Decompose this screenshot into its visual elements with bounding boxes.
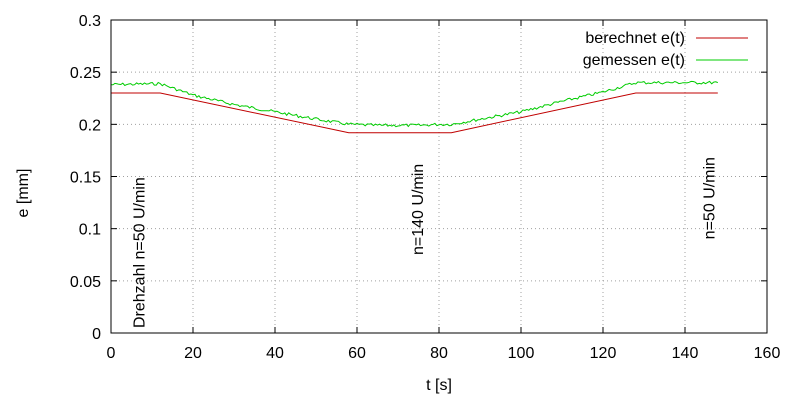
x-tick-label: 160 bbox=[754, 345, 781, 362]
x-tick-label: 20 bbox=[184, 345, 202, 362]
x-tick-label: 100 bbox=[508, 345, 535, 362]
x-tick-label: 80 bbox=[430, 345, 448, 362]
series-layer bbox=[110, 80, 718, 134]
legend-label: gemessen e(t) bbox=[583, 52, 685, 69]
x-axis-title: t [s] bbox=[426, 377, 452, 394]
y-tick-label: 0 bbox=[92, 326, 101, 343]
annotation-layer: Drehzahl n=50 U/min n=140 U/min n=50 U/min bbox=[131, 157, 718, 328]
legend: berechnet e(t) gemessen e(t) bbox=[583, 30, 748, 69]
y-tick-label: 0.3 bbox=[79, 13, 101, 30]
speed-annotation: n=50 U/min bbox=[701, 157, 718, 239]
y-axis-title: e [mm] bbox=[15, 169, 32, 218]
speed-annotation: n=140 U/min bbox=[410, 164, 427, 255]
y-tick-label: 0.1 bbox=[79, 222, 101, 239]
speed-annotation: Drehzahl n=50 U/min bbox=[131, 177, 148, 328]
y-tick-label: 0.15 bbox=[70, 170, 101, 187]
x-tick-label: 140 bbox=[672, 345, 699, 362]
x-tick-label: 60 bbox=[348, 345, 366, 362]
tick-layer: 0 20 40 60 80 100 120 140 160 0 0.05 0.1 0.15 0.2 0.25… bbox=[70, 13, 781, 362]
x-tick-label: 0 bbox=[107, 345, 116, 362]
legend-label: berechnet e(t) bbox=[585, 30, 685, 47]
series-line-berechnet bbox=[111, 92, 718, 134]
series-line-gemessen bbox=[110, 80, 718, 128]
y-tick-label: 0.2 bbox=[79, 117, 101, 134]
y-tick-label: 0.05 bbox=[70, 274, 101, 291]
x-tick-label: 120 bbox=[590, 345, 617, 362]
x-tick-label: 40 bbox=[266, 345, 284, 362]
y-tick-label: 0.25 bbox=[70, 65, 101, 82]
